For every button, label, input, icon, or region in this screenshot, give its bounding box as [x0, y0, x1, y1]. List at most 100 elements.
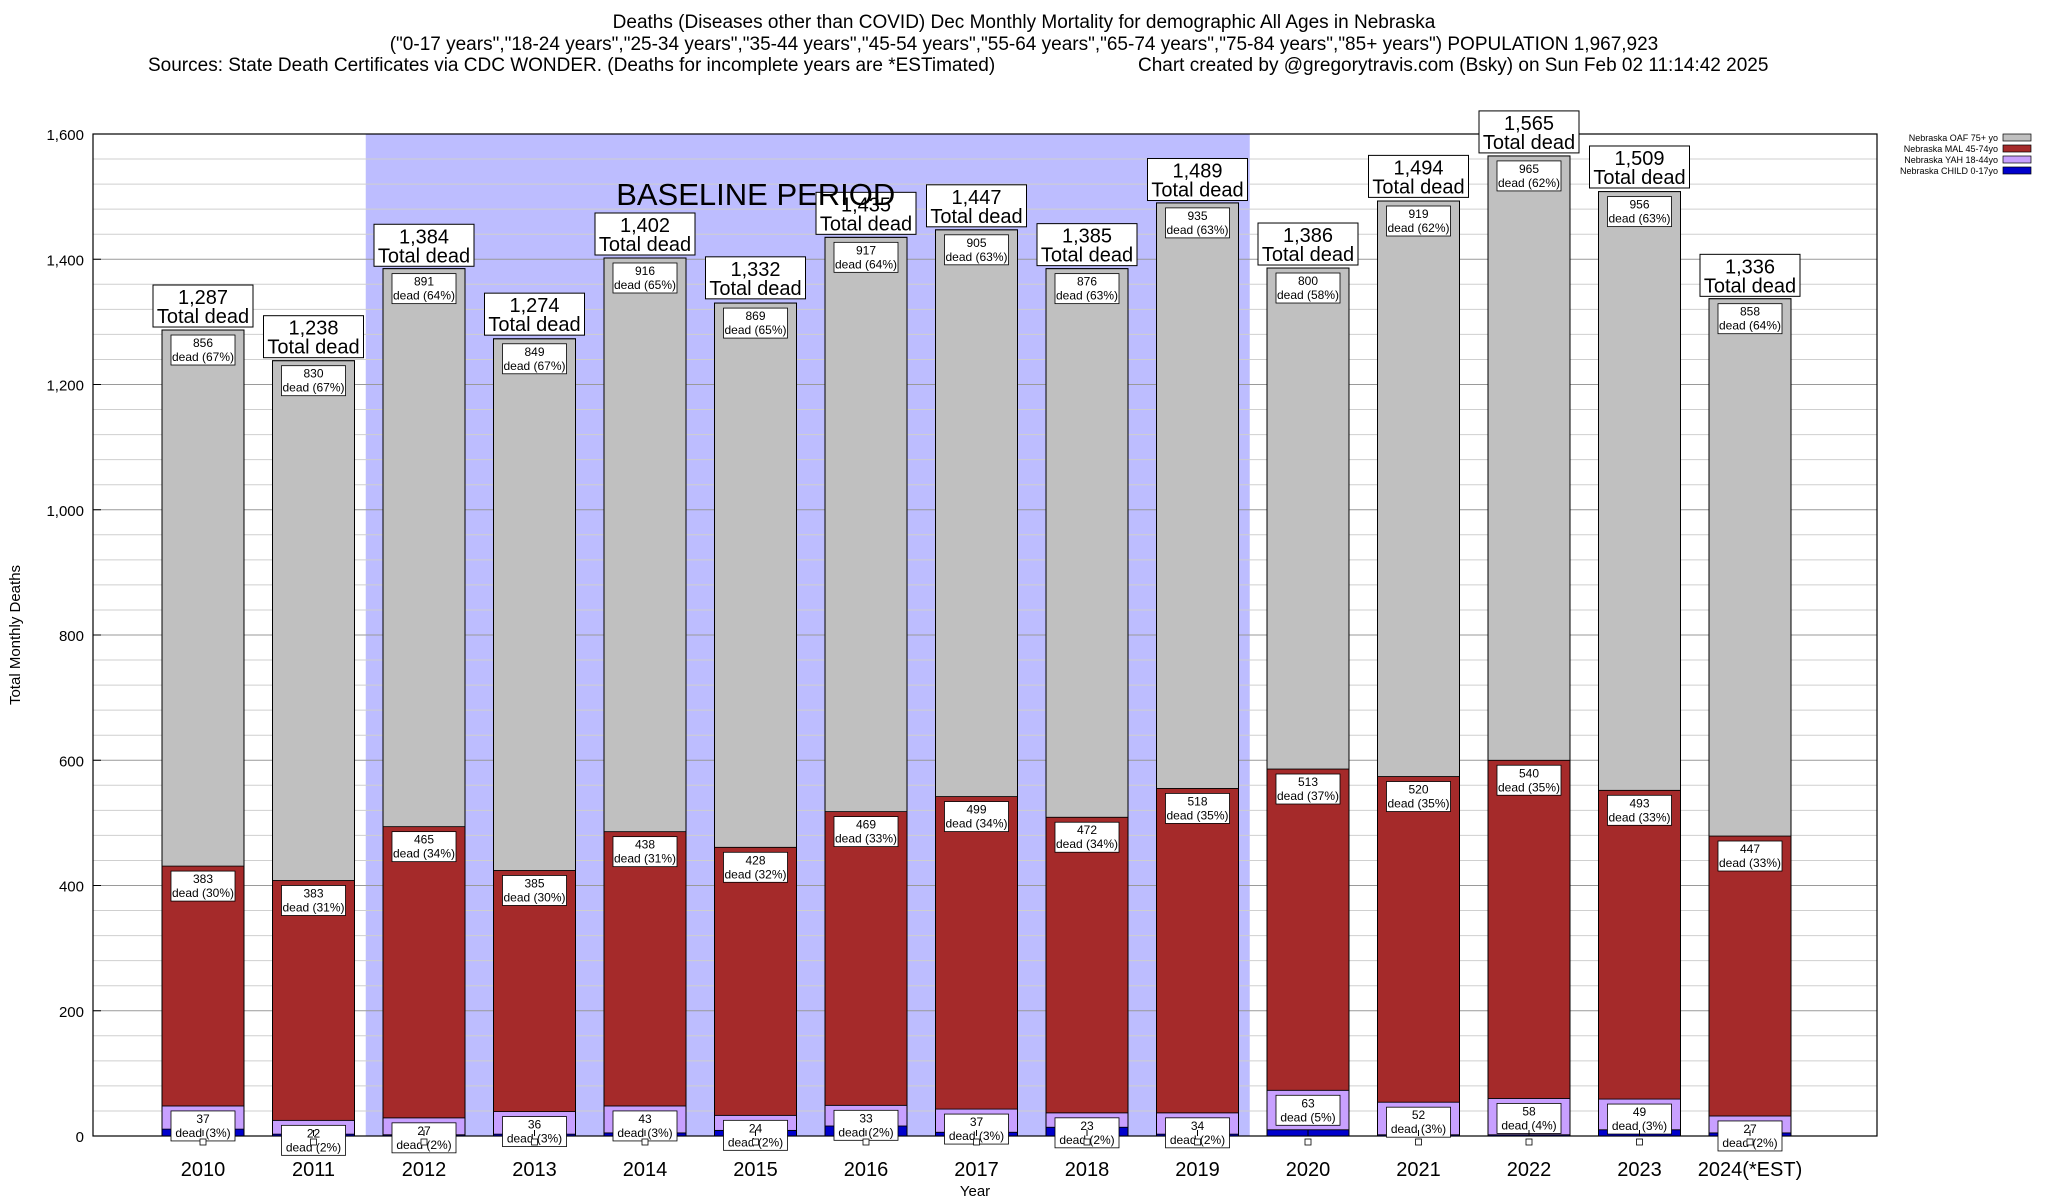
total-label-box	[373, 223, 475, 267]
bar-segment	[1045, 268, 1129, 818]
x-tick-label: 2014	[623, 1159, 668, 1181]
total-label-box	[1147, 158, 1248, 202]
segment-pct-label: dead (3%)	[949, 1129, 1004, 1143]
segment-pct-label: dead (67%)	[172, 350, 234, 364]
segment-pct-label: dead (3%)	[1391, 1122, 1446, 1136]
segment-value-label: 383	[303, 886, 323, 900]
total-value-label: 1,509	[1614, 148, 1664, 170]
segment-pct-label: dead (3%)	[1612, 1119, 1667, 1133]
total-label-box	[1036, 223, 1138, 267]
bar-segment	[1266, 267, 1350, 770]
bar-segment	[935, 229, 1018, 797]
bar-segment	[935, 796, 1018, 1110]
child-marker	[1415, 1138, 1422, 1146]
segment-label-box	[1607, 196, 1672, 228]
bar-segment	[382, 826, 466, 1119]
total-value-label: 1,435	[841, 194, 891, 216]
segment-pct-label: dead (3%)	[507, 1132, 562, 1146]
x-tick-label: 2011	[292, 1159, 335, 1181]
segment-value-label: 965	[1519, 162, 1539, 176]
total-label-box	[1368, 154, 1469, 198]
segment-pct-label: dead (63%)	[1056, 289, 1118, 303]
segment-pct-label: dead (62%)	[1387, 221, 1449, 235]
segment-label-box	[1607, 1103, 1672, 1135]
segment-value-label: 33	[859, 1111, 873, 1125]
x-tick-label: 2010	[181, 1159, 226, 1181]
total-label-box	[926, 184, 1027, 228]
bar-segment	[603, 831, 687, 1107]
segment-label-box	[1496, 1103, 1562, 1134]
legend-label: Nebraska YAH 18-44yo	[1904, 155, 1998, 165]
segment-value-label: 891	[414, 275, 434, 289]
total-value-label: 1,489	[1172, 161, 1222, 183]
segment-pct-label: dead (33%)	[1719, 856, 1781, 870]
segment-pct-label: dead (37%)	[1277, 789, 1339, 803]
segment-label-box	[1496, 764, 1562, 796]
total-suffix-label: Total dead	[709, 278, 801, 300]
bar-segment	[1487, 759, 1571, 1099]
segment-label-box	[170, 334, 236, 366]
segment-value-label: 493	[1629, 796, 1649, 810]
total-suffix-label: Total dead	[1151, 180, 1243, 202]
segment-pct-label: dead (33%)	[1608, 810, 1670, 824]
x-tick-label: 2022	[1507, 1159, 1552, 1181]
segment-label-box	[1275, 1094, 1341, 1126]
bar-segment	[1598, 789, 1681, 1100]
child-marker	[199, 1138, 207, 1146]
total-suffix-label: Total dead	[820, 213, 912, 235]
segment-label-box	[1496, 160, 1562, 192]
segment-label-box	[1717, 303, 1783, 335]
total-suffix-label: Total dead	[1372, 176, 1464, 198]
segment-pct-label: dead (34%)	[945, 817, 1007, 831]
segment-label-box	[1054, 273, 1120, 305]
child-marker	[862, 1138, 870, 1146]
segment-value-label: 465	[414, 833, 434, 847]
total-value-label: 1,384	[399, 226, 449, 248]
segment-label-box	[1054, 821, 1120, 853]
segment-value-label: 499	[966, 803, 986, 817]
total-label-box	[1699, 253, 1801, 297]
segment-label-box	[502, 875, 567, 906]
segment-pct-label: dead (30%)	[503, 890, 565, 904]
y-tick-label: 1,600	[46, 127, 84, 144]
segment-pct-label: dead (35%)	[1387, 797, 1449, 811]
bar-segment	[824, 811, 908, 1106]
segment-pct-label: dead (63%)	[945, 250, 1007, 264]
segment-value-label: 919	[1408, 207, 1428, 221]
total-label-box	[1257, 222, 1359, 266]
bar-segment	[1156, 202, 1239, 789]
total-label-box	[705, 256, 806, 300]
segment-pct-label: dead (34%)	[393, 847, 455, 861]
segment-pct-label: dead (31%)	[614, 852, 676, 866]
total-label-box	[484, 292, 585, 336]
segment-label-box	[391, 273, 457, 305]
child-marker	[752, 1138, 759, 1146]
bar-segment	[382, 268, 466, 828]
legend-label: Nebraska MAL 45-74yo	[1904, 144, 1998, 154]
